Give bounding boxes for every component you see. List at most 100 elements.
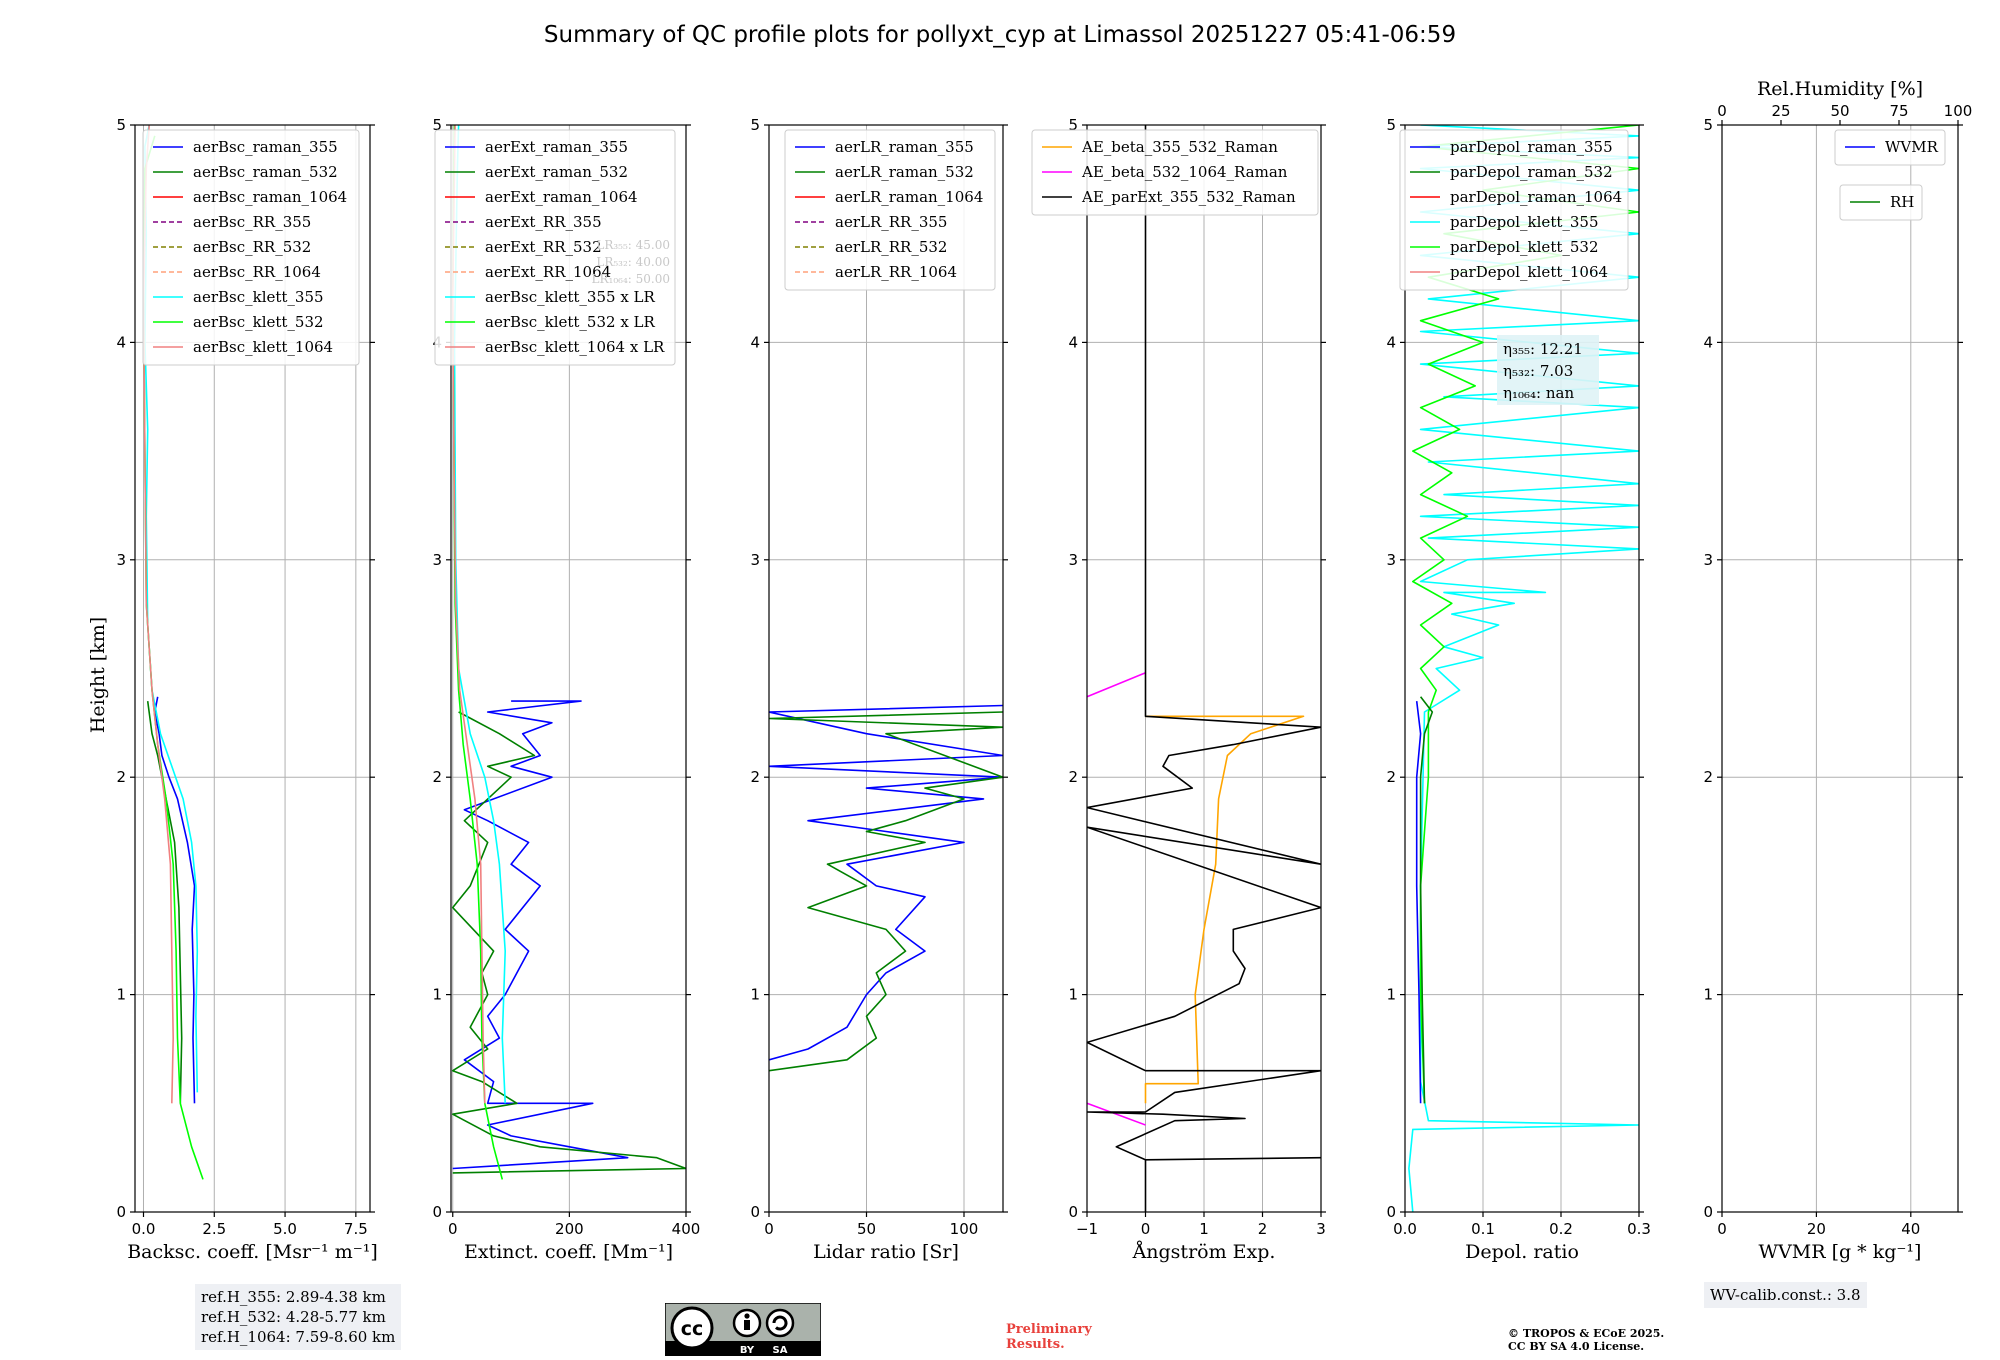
x-tick-label: 20: [1807, 1220, 1826, 1238]
plot-frame: [768, 124, 1004, 1213]
copyright-line-2: CC BY SA 4.0 License.: [1508, 1340, 1645, 1353]
legend-entry-aerext-raman-1064: aerExt_raman_1064: [485, 188, 638, 206]
preliminary-line-2: Results.: [1006, 1337, 1065, 1352]
series-line-aerlr-raman-355: [769, 704, 1003, 1061]
series-line-aerbsc-raman-532: [146, 700, 183, 1104]
top-x-tick-label: 25: [1771, 102, 1790, 120]
y-tick-label: 2: [1386, 768, 1396, 786]
cc-badge-by: BY: [740, 1345, 755, 1356]
legend-entry-pardepol-raman-355: parDepol_raman_355: [1450, 138, 1613, 156]
legend-box: [784, 129, 996, 291]
series-line-aerext-raman-532: [451, 711, 686, 1174]
x-tick-label: 0: [1141, 1220, 1151, 1238]
y-tick-label: 1: [1068, 986, 1078, 1004]
y-tick-label: 0: [1703, 1203, 1713, 1221]
y-axis-label: Height [km]: [87, 617, 109, 733]
panel-depol: 0 1 2 3 4 5 0.0 0.1 0.2 0.3 Depol. ratio parDepol_r…: [1386, 116, 1650, 1263]
y-tick-label: 2: [1703, 768, 1713, 786]
legend-entry-rh: RH: [1890, 193, 1914, 211]
cc-badge-cc: cc: [681, 1318, 704, 1340]
y-tick-label: 1: [116, 986, 126, 1004]
x-tick-label: 50: [857, 1220, 876, 1238]
y-tick-label: 3: [432, 551, 442, 569]
legend-entry-ae-beta-355-532-raman: AE_beta_355_532_Raman: [1081, 138, 1278, 156]
legend-entry-aerext-raman-355: aerExt_raman_355: [485, 138, 628, 156]
plot-frame: [450, 124, 687, 1213]
y-tick-label: 3: [1386, 551, 1396, 569]
series-line-aerext-raman-355: [452, 700, 629, 1170]
x-tick-label: 5.0: [273, 1220, 297, 1238]
x-axis-label: Lidar ratio [Sr]: [813, 1241, 959, 1263]
y-tick-label: 0: [1068, 1203, 1078, 1221]
series-line-pardepol-raman-355: [1415, 701, 1422, 1104]
ref-height-1064: ref.H_1064: 7.59-8.60 km: [201, 1328, 396, 1346]
series-line-ae-beta-532-1064-raman: [1087, 1102, 1146, 1126]
y-tick-label: 0: [1386, 1203, 1396, 1221]
x-tick-label: 0: [764, 1220, 774, 1238]
lr-label: LR₁₀₆₄: 50.00: [592, 272, 670, 286]
y-tick-label: 0: [116, 1203, 126, 1221]
y-tick-label: 5: [750, 116, 760, 134]
x-tick-label: 0.0: [1393, 1220, 1417, 1238]
legend-box: [1834, 129, 1946, 166]
legend-entry-aerbsc-klett-355-x-lr: aerBsc_klett_355 x LR: [485, 288, 656, 306]
x-tick-label: 40: [1901, 1220, 1920, 1238]
y-tick-label: 5: [1703, 116, 1713, 134]
legend-entry-ae-parext-355-532-raman: AE_parExt_355_532_Raman: [1081, 188, 1296, 206]
preliminary-line-1: Preliminary: [1006, 1322, 1092, 1337]
x-tick-label: 0.3: [1627, 1220, 1651, 1238]
legend-entry-aerbsc-raman-1064: aerBsc_raman_1064: [193, 188, 347, 206]
plot-frame: [1404, 124, 1640, 1213]
legend-entry-pardepol-klett-532: parDepol_klett_532: [1450, 238, 1599, 256]
legend-entry-pardepol-raman-532: parDepol_raman_532: [1450, 163, 1613, 181]
legend-entry-ae-beta-532-1064-raman: AE_beta_532_1064_Raman: [1081, 163, 1288, 181]
person-icon: [744, 1313, 750, 1319]
legend-entry-aerlr-rr-1064: aerLR_RR_1064: [835, 263, 957, 281]
plot-frame: [134, 124, 371, 1213]
legend-entry-aerbsc-klett-1064-x-lr: aerBsc_klett_1064 x LR: [485, 338, 665, 356]
cc-badge-sa: SA: [773, 1345, 788, 1356]
panel-bsc: 0 1 2 3 4 5 0.0 2.5 5.0 7.5 Backsc. coeff. [Msr⁻¹ …: [116, 116, 377, 1263]
legend-entry-aerlr-raman-1064: aerLR_raman_1064: [835, 188, 983, 206]
y-tick-label: 0: [432, 1203, 442, 1221]
lr-label: LR₅₃₂: 40.00: [596, 255, 670, 269]
cc-by-sa-badge: cc BY SA: [665, 1303, 821, 1356]
y-tick-label: 2: [1068, 768, 1078, 786]
series-group: [769, 704, 1003, 1072]
x-tick-label: 0.1: [1471, 1220, 1495, 1238]
x-tick-label: 7.5: [344, 1220, 368, 1238]
series-line-pardepol-raman-532: [1419, 696, 1434, 1104]
series-line-ae-parext-355-532-raman: [1087, 125, 1321, 1212]
legend-entry-aerlr-raman-355: aerLR_raman_355: [835, 138, 974, 156]
top-x-axis-label: Rel.Humidity [%]: [1757, 78, 1923, 100]
panel-ext: 0123450200400Extinct. coeff. [Mm⁻¹]aerEx…: [432, 116, 700, 1263]
x-tick-label: 0.2: [1549, 1220, 1573, 1238]
x-tick-label: 1: [1199, 1220, 1209, 1238]
x-axis-label: Depol. ratio: [1465, 1241, 1579, 1263]
legend-entry-aerbsc-klett-355: aerBsc_klett_355: [193, 288, 324, 306]
x-axis-label: Backsc. coeff. [Msr⁻¹ m⁻¹]: [127, 1241, 378, 1263]
legend-entry-aerbsc-rr-532: aerBsc_RR_532: [193, 238, 311, 256]
series-line-aerlr-raman-532: [769, 711, 1003, 1072]
legend-entry-aerext-rr-532: aerExt_RR_532: [485, 238, 602, 256]
x-axis-label: Extinct. coeff. [Mm⁻¹]: [464, 1241, 673, 1263]
copyright-line-1: © TROPOS & ECoE 2025.: [1508, 1327, 1665, 1340]
x-tick-label: 400: [672, 1220, 701, 1238]
y-tick-label: 4: [1703, 333, 1713, 351]
y-tick-label: 3: [1703, 551, 1713, 569]
legend-entry-aerlr-rr-355: aerLR_RR_355: [835, 213, 947, 231]
preliminary-note: Preliminary Results.: [1006, 1322, 1092, 1352]
eta-box: [1497, 335, 1599, 405]
series-line-ae-beta-532-1064-raman-upper: [1087, 672, 1146, 698]
x-tick-label: 2.5: [202, 1220, 226, 1238]
legend-entry-aerlr-raman-532: aerLR_raman_532: [835, 163, 974, 181]
series-line-aerbsc-raman-355: [154, 696, 196, 1104]
legend-entry-pardepol-klett-355: parDepol_klett_355: [1450, 213, 1599, 231]
series-group: [1087, 125, 1321, 1212]
x-tick-label: 0: [448, 1220, 458, 1238]
plot-frame: [1721, 124, 1959, 1213]
legend-box: [142, 129, 360, 366]
series-line-ae-beta-355-532-raman: [1144, 715, 1305, 1104]
y-tick-label: 2: [750, 768, 760, 786]
